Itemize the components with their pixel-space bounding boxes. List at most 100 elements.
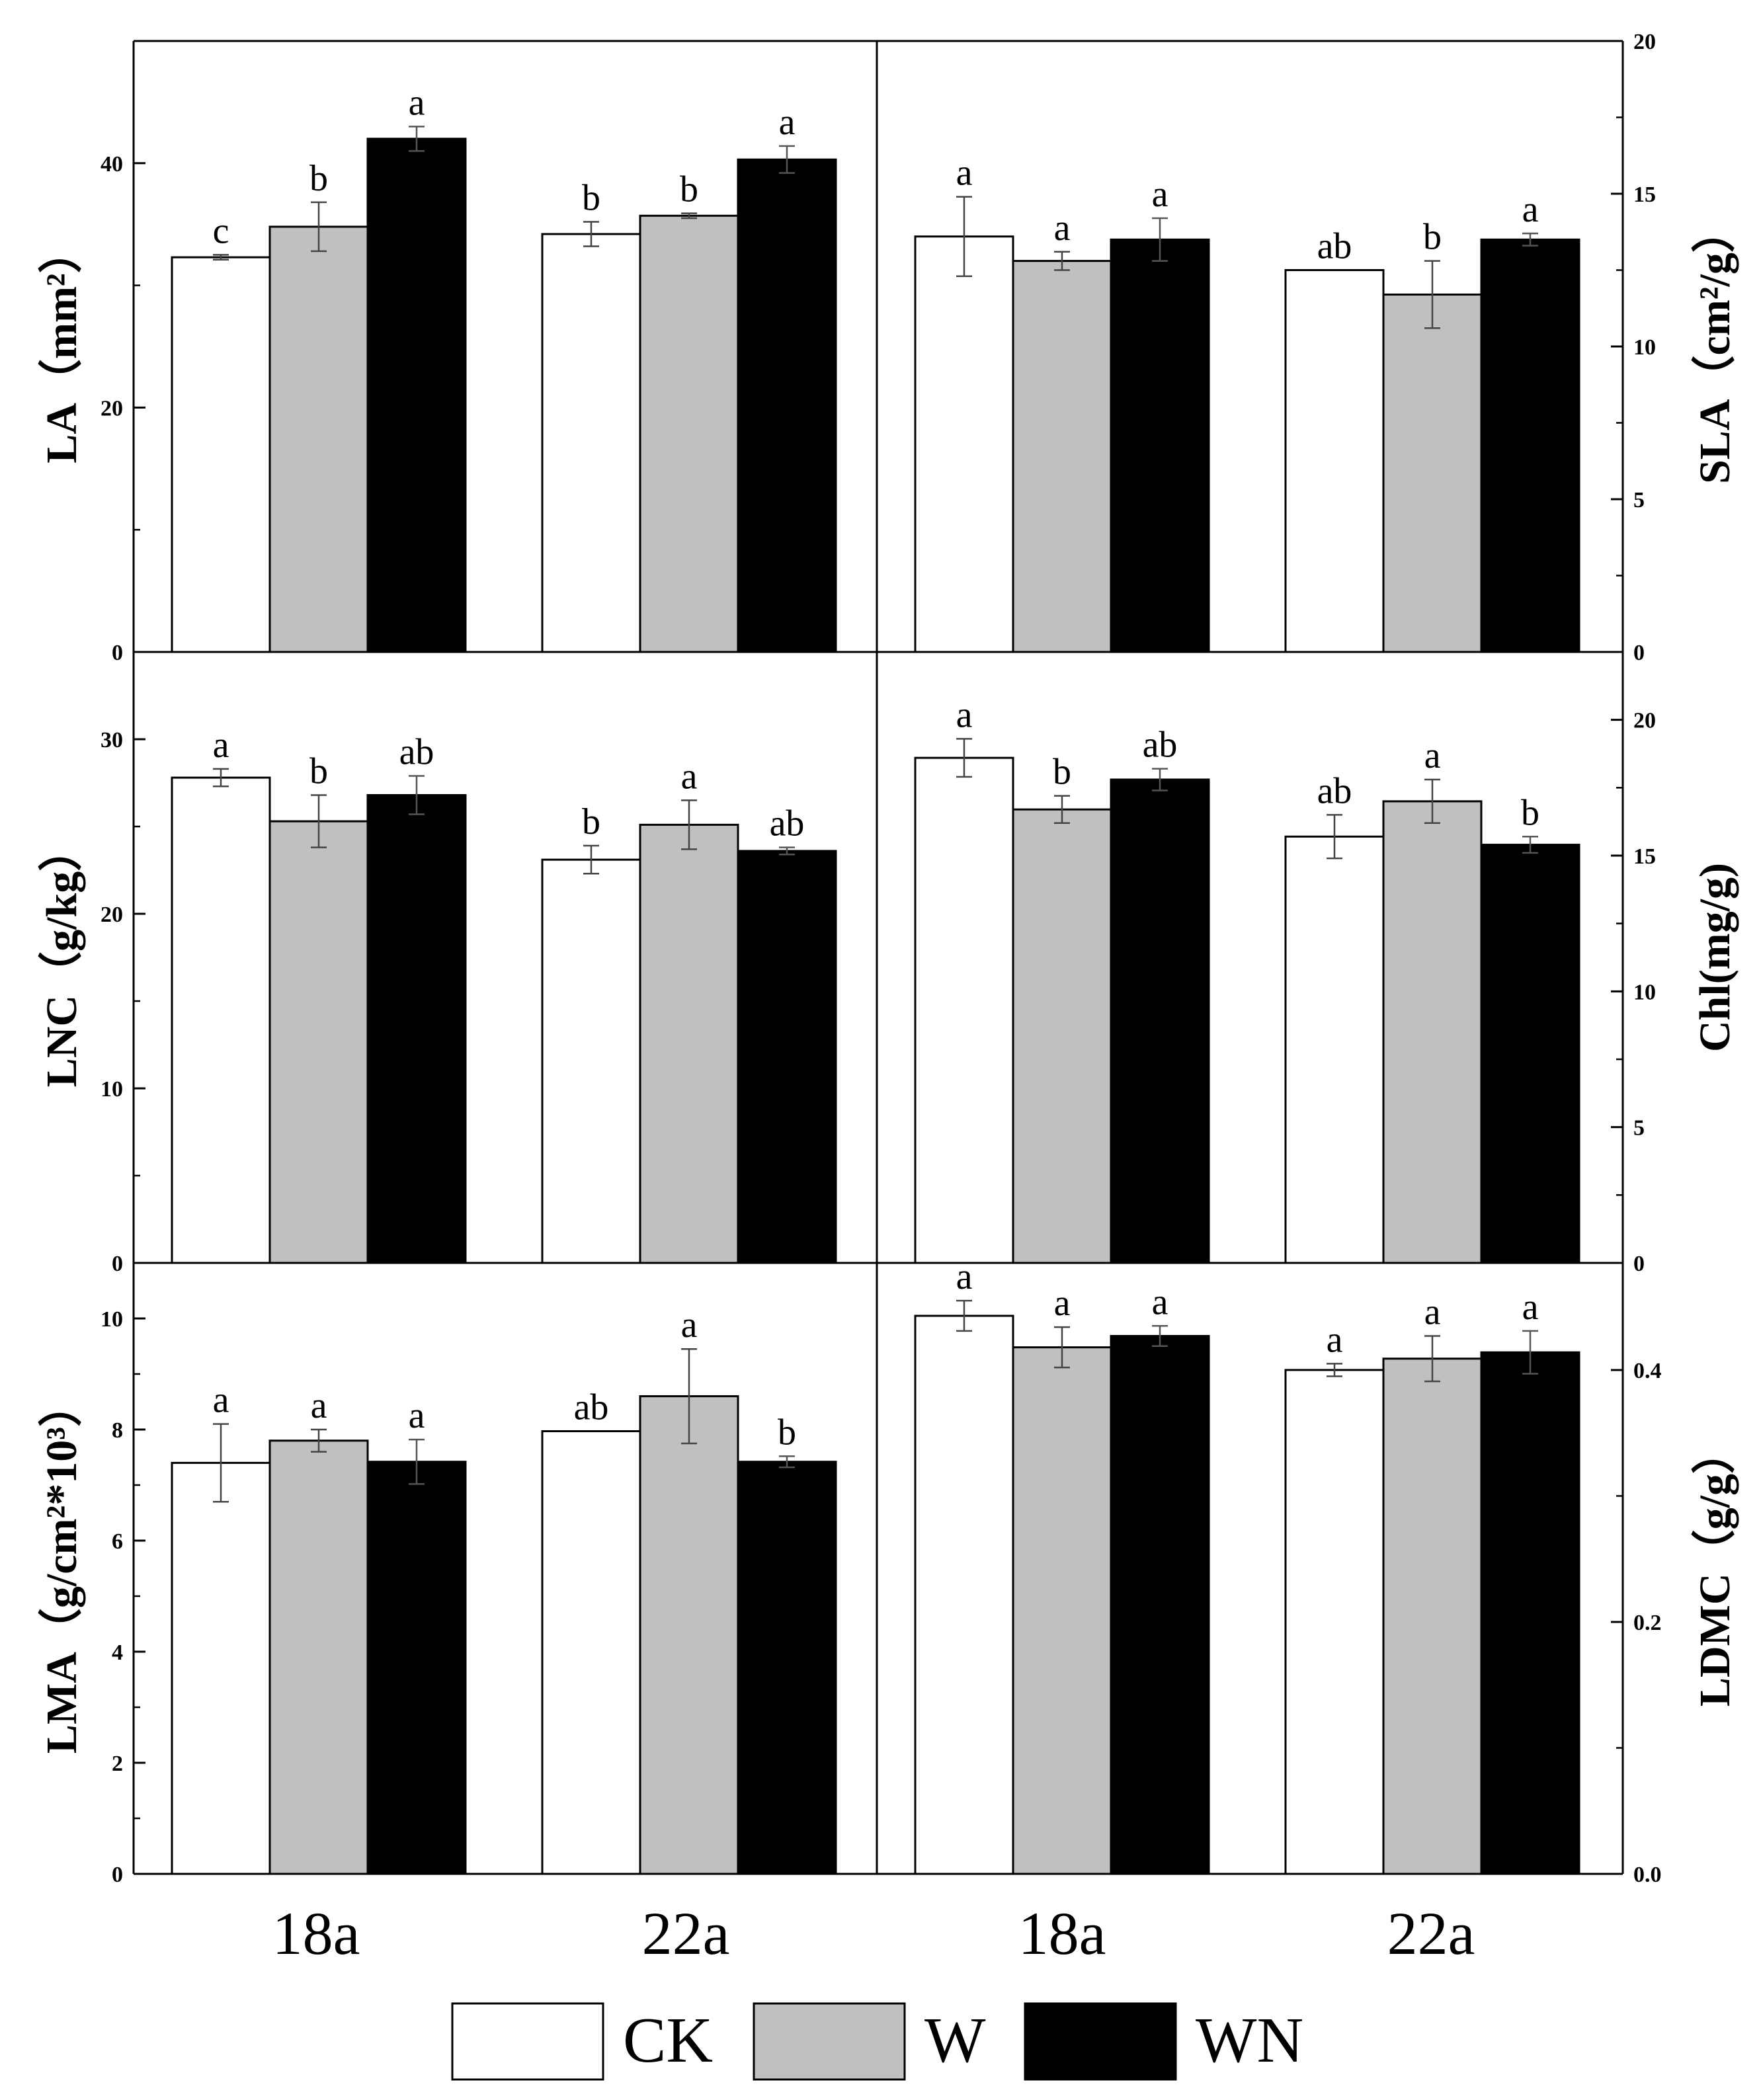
significance-letter: ab bbox=[1317, 226, 1352, 267]
tick-label: 0 bbox=[1633, 641, 1645, 665]
bar-wn bbox=[1480, 238, 1580, 653]
tick-label: 10 bbox=[1633, 335, 1656, 360]
significance-letter: a bbox=[1424, 735, 1441, 776]
category-label: 22a bbox=[1387, 1900, 1475, 1967]
significance-letter: ab bbox=[399, 731, 434, 772]
tick-label: 0 bbox=[112, 1252, 123, 1276]
y-axis-top-right: 0 5 10 15 20 SLA（cm²/g） bbox=[1611, 30, 1739, 665]
category-label: 18a bbox=[272, 1900, 360, 1967]
significance-letter: a bbox=[1054, 1283, 1071, 1324]
tick-label: 20 bbox=[1633, 709, 1656, 733]
significance-letter: ab bbox=[574, 1387, 609, 1428]
tick-label: 10 bbox=[101, 1307, 123, 1332]
y-axis-title: Chl(mg/g) bbox=[1691, 863, 1739, 1052]
bar-w bbox=[268, 225, 369, 653]
bar-ck bbox=[171, 776, 271, 1264]
y-axis-title: LDMC（g/g） bbox=[1690, 1430, 1739, 1707]
significance-letter: ab bbox=[770, 803, 805, 844]
y-axis-top-left: 0 20 40 LA（mm²） bbox=[37, 40, 145, 665]
tick-label: 4 bbox=[112, 1640, 123, 1665]
bar-wn bbox=[1110, 778, 1210, 1264]
panel-top-right: a a a ab b a 0 5 10 15 20 SLA（cm²/g） bbox=[914, 30, 1739, 665]
tick-label: 15 bbox=[1633, 182, 1656, 207]
bar-ck bbox=[1284, 1369, 1385, 1875]
significance-letter: a bbox=[1054, 208, 1071, 249]
tick-label: 0.2 bbox=[1633, 1611, 1662, 1635]
significance-letter: a bbox=[213, 725, 229, 766]
bar-ck bbox=[171, 1461, 271, 1875]
bar-ck bbox=[914, 756, 1014, 1264]
tick-label: 0.4 bbox=[1633, 1359, 1662, 1383]
significance-letter: a bbox=[956, 153, 973, 194]
significance-letter: b bbox=[1521, 792, 1539, 833]
legend-swatch-wn bbox=[1024, 2002, 1177, 2081]
tick-label: 30 bbox=[101, 728, 123, 752]
tick-label: 0 bbox=[1633, 1252, 1645, 1276]
significance-letter: a bbox=[1522, 189, 1539, 230]
legend-label-wn: WN bbox=[1196, 2005, 1303, 2076]
bar-w bbox=[1382, 1357, 1483, 1875]
significance-letter: ab bbox=[1143, 725, 1178, 766]
bar-ck bbox=[1284, 269, 1385, 653]
tick-label: 15 bbox=[1633, 844, 1656, 869]
panel-top-left: c b a b b a 0 20 40 LA（mm²） bbox=[37, 40, 837, 665]
y-axis-bottom-left: 0 2 4 6 8 10 LMA（g/cm²*10³） bbox=[37, 1262, 145, 1887]
significance-letter: b bbox=[582, 801, 600, 842]
tick-label: 10 bbox=[101, 1077, 123, 1102]
significance-letter: ab bbox=[1317, 770, 1352, 811]
tick-label: 2 bbox=[112, 1752, 123, 1776]
bar-wn bbox=[1480, 1351, 1580, 1875]
legend-swatch-w bbox=[753, 2002, 906, 2081]
y-axis-title: LMA（g/cm²*10³） bbox=[37, 1383, 86, 1754]
significance-letter: a bbox=[409, 82, 425, 123]
bar-w bbox=[268, 820, 369, 1264]
tick-label: 0.0 bbox=[1633, 1863, 1662, 1887]
bar-wn bbox=[737, 158, 837, 653]
tick-label: 5 bbox=[1633, 488, 1645, 512]
legend-label-w: W bbox=[924, 2005, 986, 2076]
bar-wn bbox=[1110, 238, 1210, 653]
significance-letter: a bbox=[779, 102, 796, 143]
bar-w bbox=[268, 1439, 369, 1875]
significance-letter: a bbox=[1424, 1291, 1441, 1332]
bar-ck bbox=[541, 233, 641, 653]
bar-w bbox=[1382, 800, 1483, 1264]
tick-label: 10 bbox=[1633, 980, 1656, 1004]
plot-frame bbox=[132, 40, 1624, 1875]
significance-letter: a bbox=[681, 756, 698, 797]
significance-letter: a bbox=[1152, 174, 1168, 215]
tick-label: 5 bbox=[1633, 1116, 1645, 1141]
tick-label: 20 bbox=[101, 903, 123, 927]
significance-letter: b bbox=[680, 169, 698, 210]
bar-wn bbox=[366, 138, 467, 653]
significance-letter: a bbox=[956, 694, 973, 735]
category-axis: 18a 22a 18a 22a bbox=[272, 1900, 1475, 1967]
bar-w bbox=[639, 823, 739, 1264]
bar-wn bbox=[1110, 1334, 1210, 1875]
bar-w bbox=[1012, 808, 1112, 1264]
significance-letter: b bbox=[582, 178, 600, 219]
bar-ck bbox=[914, 235, 1014, 653]
significance-letter: a bbox=[409, 1395, 425, 1436]
bar-wn bbox=[737, 1461, 837, 1875]
significance-letter: b bbox=[309, 750, 328, 791]
bar-wn bbox=[366, 1461, 467, 1875]
bar-ck bbox=[1284, 835, 1385, 1264]
legend-swatch-ck bbox=[451, 2002, 604, 2081]
tick-label: 6 bbox=[112, 1529, 123, 1554]
y-axis-middle-right: 0 5 10 15 20 Chl(mg/g) bbox=[1611, 651, 1739, 1276]
y-axis-title: LNC（g/kg） bbox=[37, 828, 86, 1087]
significance-letter: b bbox=[778, 1412, 796, 1453]
category-label: 22a bbox=[642, 1900, 730, 1967]
bar-ck bbox=[171, 256, 271, 653]
bar-ck bbox=[914, 1314, 1014, 1875]
bar-ck bbox=[541, 1430, 641, 1875]
tick-label: 20 bbox=[1633, 30, 1656, 54]
y-axis-title: SLA（cm²/g） bbox=[1690, 209, 1739, 484]
